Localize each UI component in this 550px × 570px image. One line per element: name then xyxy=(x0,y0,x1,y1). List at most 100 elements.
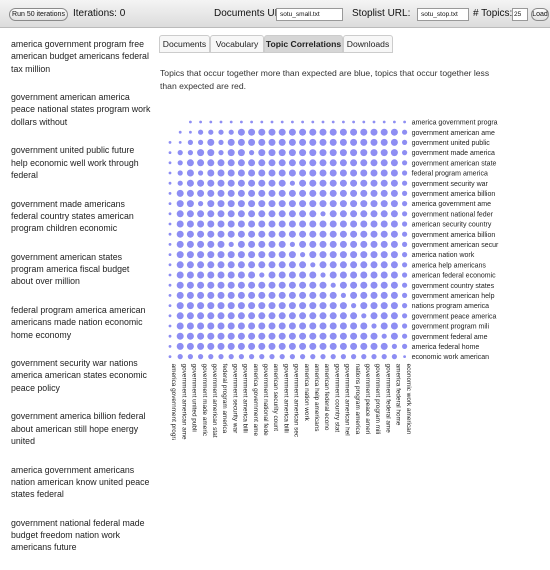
correlation-dot xyxy=(197,210,205,218)
correlation-dot xyxy=(319,138,327,146)
correlation-dot xyxy=(402,180,408,186)
tab-documents[interactable]: Documents xyxy=(159,35,210,53)
correlation-dot xyxy=(390,159,398,167)
topic-item[interactable]: government american america peace nation… xyxy=(11,92,151,127)
correlation-dot xyxy=(360,149,368,157)
tab-vocabulary[interactable]: Vocabulary xyxy=(210,35,264,53)
column-label: american federal econo xyxy=(323,364,330,431)
correlation-dot xyxy=(240,120,243,124)
num-topics-input[interactable]: 25 xyxy=(512,8,528,21)
row-label: america government ame xyxy=(412,201,491,208)
load-button[interactable]: Load xyxy=(531,8,549,21)
correlation-dot xyxy=(168,161,172,165)
correlation-dot xyxy=(319,332,327,340)
correlation-dot xyxy=(176,342,184,350)
correlation-dot xyxy=(227,322,235,330)
correlation-dot xyxy=(329,302,337,310)
topic-item[interactable]: america government americans nation amer… xyxy=(11,464,150,500)
documents-url-input[interactable]: sotu_small.txt xyxy=(276,8,343,21)
topic-item[interactable]: government security war nations america … xyxy=(11,358,147,393)
correlation-dot xyxy=(339,302,347,310)
correlation-dot xyxy=(176,302,184,310)
row-label: government america billion xyxy=(412,232,496,239)
correlation-dot xyxy=(289,354,295,360)
correlation-dot xyxy=(217,251,225,259)
tab-downloads[interactable]: Downloads xyxy=(343,35,393,53)
correlation-dot xyxy=(197,149,205,157)
correlation-dot xyxy=(390,128,398,136)
topic-item[interactable]: government america billion federal about… xyxy=(11,411,146,446)
correlation-dot xyxy=(278,312,286,320)
correlation-dot xyxy=(299,342,307,350)
correlation-dot xyxy=(186,281,194,289)
correlation-dot xyxy=(299,159,307,167)
correlation-dot xyxy=(309,322,317,330)
correlation-dot xyxy=(329,261,337,269)
correlation-dot xyxy=(250,120,254,124)
correlation-dot xyxy=(380,261,388,269)
correlation-dot xyxy=(309,240,317,248)
correlation-dot xyxy=(300,252,306,258)
topic-item[interactable]: america government program free american… xyxy=(11,39,149,74)
run-iterations-button[interactable]: Run 50 iterations xyxy=(9,8,68,21)
correlation-dot xyxy=(278,281,286,289)
row-label: america federal home xyxy=(412,344,480,351)
row-label: government american state xyxy=(412,160,497,167)
correlation-dot xyxy=(299,200,307,208)
correlation-dot xyxy=(168,294,172,297)
correlation-dot xyxy=(268,342,276,350)
correlation-dot xyxy=(288,332,296,340)
correlation-dot xyxy=(248,220,256,228)
topic-item[interactable]: government national federal made budget … xyxy=(11,517,145,553)
correlation-dot xyxy=(299,138,307,146)
topic-item[interactable]: government united public future help eco… xyxy=(11,145,139,180)
correlation-dot xyxy=(227,291,235,299)
correlation-dot xyxy=(288,210,296,218)
correlation-dot xyxy=(309,189,317,197)
correlation-dot xyxy=(186,332,194,340)
correlation-dot xyxy=(227,138,235,146)
topic-item[interactable]: government made americans federal countr… xyxy=(11,198,134,234)
correlation-dot xyxy=(268,138,276,146)
correlation-dot xyxy=(360,291,368,299)
correlation-dot xyxy=(197,281,205,289)
correlation-dot xyxy=(229,120,233,124)
correlation-dot xyxy=(319,342,327,350)
correlation-dot xyxy=(402,139,408,145)
correlation-dot xyxy=(402,201,408,207)
correlation-dot xyxy=(403,120,406,124)
correlation-dot xyxy=(258,261,266,269)
tab-topic-correlations[interactable]: Topic Correlations xyxy=(264,35,343,53)
correlation-dot xyxy=(258,322,266,330)
correlation-dot xyxy=(227,281,235,289)
correlation-dot xyxy=(217,312,225,320)
correlation-dot xyxy=(350,342,358,350)
correlation-dot xyxy=(402,160,408,166)
correlation-dot xyxy=(207,271,215,279)
correlation-dot xyxy=(350,128,358,136)
topic-item[interactable]: federal program america american america… xyxy=(11,304,146,340)
correlation-dot xyxy=(227,302,235,310)
correlation-dot xyxy=(248,302,256,310)
correlation-dot xyxy=(288,291,296,299)
correlation-dot xyxy=(217,240,225,248)
correlation-dot xyxy=(319,179,327,187)
correlation-dot xyxy=(197,251,205,259)
correlation-dot xyxy=(258,200,266,208)
correlation-dot xyxy=(361,313,367,319)
correlation-dot xyxy=(309,138,317,146)
correlation-dot xyxy=(207,220,215,228)
column-label: government america billi xyxy=(242,364,249,433)
topic-item[interactable]: government american states program ameri… xyxy=(11,251,130,287)
correlation-dot xyxy=(270,120,274,124)
correlation-dot xyxy=(360,230,368,238)
correlation-dot xyxy=(258,159,266,167)
correlation-dot xyxy=(207,302,215,310)
correlation-dot xyxy=(186,261,194,269)
correlation-dot xyxy=(197,261,205,269)
correlation-dot xyxy=(309,271,317,279)
correlation-dot xyxy=(176,332,184,340)
correlation-dot xyxy=(186,342,194,350)
correlation-dot xyxy=(362,120,366,124)
stoplist-url-input[interactable]: sotu_stop.txt xyxy=(417,8,469,21)
